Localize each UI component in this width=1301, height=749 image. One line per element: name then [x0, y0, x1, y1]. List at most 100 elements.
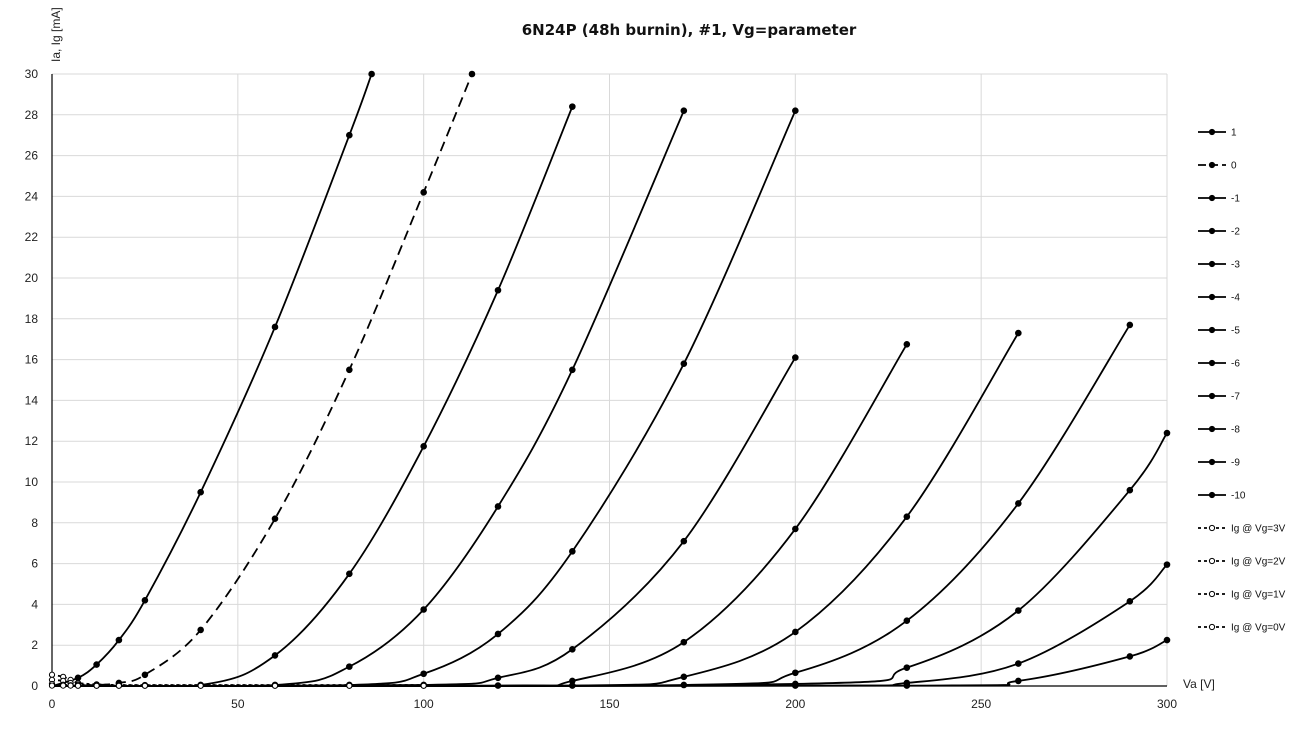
data-point — [271, 323, 279, 331]
data-point — [792, 628, 799, 636]
y-tick-label: 14 — [25, 393, 39, 407]
data-point — [1015, 660, 1022, 667]
data-point — [1015, 677, 1022, 685]
series-5 — [52, 354, 799, 689]
legend-item: -5 — [1198, 326, 1240, 337]
legend-label: Ig @ Vg=1V — [1231, 590, 1286, 601]
data-point — [271, 515, 279, 523]
legend-swatch-marker — [1208, 425, 1216, 433]
y-tick-label: 16 — [25, 353, 39, 367]
data-point — [115, 636, 123, 644]
series-line — [52, 324, 1131, 687]
data-point — [680, 638, 688, 646]
legend-swatch-marker — [1208, 557, 1216, 565]
data-point — [346, 570, 353, 578]
data-point — [792, 107, 799, 115]
data-point — [494, 503, 502, 510]
x-tick-label: 200 — [785, 697, 805, 711]
x-tick-label: 250 — [971, 697, 991, 711]
legend-item: 0 — [1198, 161, 1237, 172]
data-point — [1126, 321, 1134, 329]
data-point — [494, 286, 502, 294]
legend-item: -1 — [1198, 194, 1240, 205]
y-axis-label: Ia, Ig [mA] — [49, 7, 63, 62]
data-point — [115, 682, 123, 689]
x-axis-label: Va [V] — [1183, 677, 1215, 691]
y-tick-label: 12 — [25, 434, 39, 448]
legend-label: -8 — [1231, 425, 1240, 436]
data-point — [346, 131, 353, 139]
x-tick-label: 300 — [1157, 697, 1177, 711]
data-point — [67, 682, 74, 689]
legend-item: -8 — [1198, 425, 1240, 436]
series-2 — [52, 103, 576, 689]
series-line — [52, 73, 473, 687]
data-point — [48, 682, 56, 689]
legend-item: -3 — [1198, 260, 1240, 271]
data-point — [903, 617, 911, 625]
legend-label: 1 — [1231, 128, 1237, 139]
y-tick-label: 28 — [25, 108, 39, 122]
series-11 — [52, 636, 1171, 689]
legend-swatch-marker — [1208, 227, 1216, 235]
legend-item: -10 — [1198, 491, 1246, 502]
legend-item: Ig @ Vg=3V — [1198, 524, 1286, 535]
y-tick-label: 0 — [31, 679, 38, 693]
legend-item: 1 — [1198, 128, 1237, 139]
y-tick-label: 26 — [25, 149, 39, 163]
legend-swatch-marker — [1208, 161, 1216, 169]
legend-swatch-marker — [1208, 458, 1216, 466]
data-point — [1163, 636, 1171, 644]
data-point — [271, 682, 279, 689]
series-line — [52, 73, 373, 687]
data-point — [1126, 653, 1134, 660]
legend-item: -4 — [1198, 293, 1240, 304]
legend-label: -4 — [1231, 293, 1240, 304]
series-1 — [52, 70, 476, 689]
data-point — [368, 70, 375, 78]
series-line — [52, 106, 574, 687]
legend-label: Ig @ Vg=0V — [1231, 623, 1286, 634]
data-point — [48, 671, 56, 678]
tick-labels: 0 50 100 150 200 250 3000246810121416182022242… — [25, 67, 1178, 711]
y-tick-label: 2 — [31, 638, 38, 652]
legend-item: Ig @ Vg=0V — [1198, 623, 1286, 634]
data-point — [1015, 329, 1022, 337]
legend-swatch-marker — [1208, 194, 1216, 202]
data-point — [792, 525, 799, 533]
data-point — [680, 360, 688, 367]
series-group — [48, 70, 1171, 689]
data-point — [680, 673, 688, 681]
x-tick-label: 0 — [49, 697, 56, 711]
legend-swatch-marker — [1208, 491, 1216, 499]
y-tick-label: 30 — [25, 67, 39, 81]
data-point — [1015, 607, 1022, 614]
x-tick-label: 50 — [231, 697, 245, 711]
legend-label: Ig @ Vg=3V — [1231, 524, 1286, 535]
data-point — [420, 606, 427, 613]
y-tick-label: 20 — [25, 271, 39, 285]
data-point — [903, 513, 911, 520]
legend-item: -6 — [1198, 359, 1240, 370]
data-point — [903, 682, 911, 689]
legend-item: -7 — [1198, 392, 1240, 403]
data-point — [197, 488, 204, 496]
legend-swatch-marker — [1208, 392, 1216, 400]
legend-label: -2 — [1231, 227, 1240, 238]
data-point — [1163, 429, 1171, 437]
legend-swatch-marker — [1208, 128, 1216, 136]
data-point — [93, 661, 100, 668]
data-point — [271, 652, 279, 659]
legend-label: -1 — [1231, 194, 1240, 205]
y-tick-label: 18 — [25, 312, 39, 326]
data-point — [141, 597, 149, 604]
data-point — [1126, 486, 1134, 494]
legend-item: Ig @ Vg=1V — [1198, 590, 1286, 601]
legend-label: -3 — [1231, 260, 1240, 271]
data-point — [420, 443, 427, 450]
data-point — [1015, 500, 1022, 507]
x-tick-label: 150 — [599, 697, 619, 711]
legend-item: -9 — [1198, 458, 1240, 469]
data-point — [93, 682, 100, 689]
